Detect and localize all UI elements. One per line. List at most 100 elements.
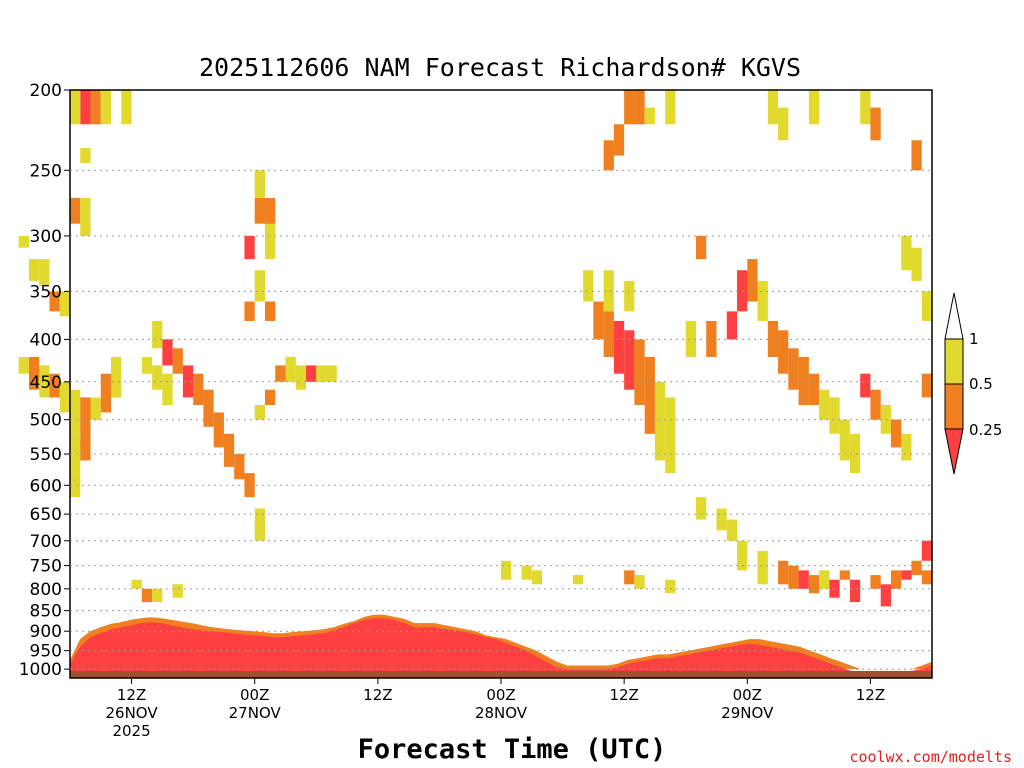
- x-tick-label: 27NOV: [229, 704, 282, 722]
- ri-cell: [644, 356, 655, 434]
- y-tick-label: 450: [30, 373, 62, 393]
- legend-swatch-above-1: [944, 292, 964, 340]
- chart-title: 2025112606 NAM Forecast Richardson# KGVS: [199, 53, 801, 82]
- y-tick-label: 700: [30, 532, 62, 552]
- y-tick-label: 300: [30, 227, 62, 247]
- ri-cell: [808, 90, 820, 125]
- ri-cell: [808, 373, 820, 406]
- x-tick-label: 12Z: [609, 686, 638, 704]
- boundary-layer-band: [70, 618, 932, 673]
- x-tick-label: 28NOV: [475, 704, 528, 722]
- ri-cell: [193, 373, 204, 406]
- ri-cell: [665, 579, 676, 594]
- ri-cell: [603, 311, 614, 357]
- y-tick-label: 900: [30, 622, 62, 642]
- ri-cell: [254, 197, 265, 224]
- ri-cell: [634, 339, 645, 406]
- ri-cell: [757, 280, 768, 321]
- y-tick-label: 200: [30, 81, 62, 101]
- y-tick-label: 600: [30, 476, 62, 496]
- ri-cell: [254, 270, 265, 302]
- y-tick-label: 950: [30, 642, 62, 662]
- ri-cell: [706, 320, 717, 357]
- ri-cell: [70, 197, 81, 224]
- x-axis-label: Forecast Time (UTC): [358, 734, 667, 765]
- ri-cell: [275, 365, 286, 382]
- x-tick-label: 00Z: [486, 686, 515, 704]
- ri-cell: [162, 373, 173, 406]
- ri-cell: [737, 540, 748, 571]
- ri-cell: [665, 90, 676, 125]
- ri-cell: [203, 389, 214, 427]
- ri-cell: [870, 389, 881, 420]
- ri-cell: [264, 389, 276, 406]
- ri-cell: [788, 348, 799, 390]
- ri-cell: [285, 356, 296, 382]
- ri-cell: [788, 565, 799, 589]
- ri-cell: [18, 356, 29, 374]
- ri-cell: [624, 280, 635, 312]
- legend-label: 1: [969, 330, 979, 348]
- ri-cell: [695, 497, 707, 520]
- ri-cell: [849, 579, 861, 603]
- ri-cell: [890, 419, 902, 448]
- ri-cell: [778, 560, 789, 585]
- ri-cell: [644, 107, 655, 125]
- ri-cell: [80, 90, 91, 125]
- ri-cell: [39, 259, 50, 287]
- y-tick-label: 500: [30, 411, 62, 431]
- ri-cell: [501, 560, 512, 580]
- ri-cell: [28, 259, 40, 281]
- ri-cell: [70, 473, 81, 498]
- credit-text: coolwx.com/modelts: [849, 748, 1012, 766]
- ri-cell: [172, 348, 183, 374]
- legend-swatch-below-0.25: [944, 428, 964, 475]
- ri-cell: [39, 365, 50, 398]
- ri-cell: [829, 397, 840, 434]
- ri-cell: [244, 473, 255, 498]
- ri-cell: [757, 550, 768, 585]
- ri-cell: [808, 575, 820, 594]
- ri-cell: [521, 565, 532, 580]
- legend-label: 0.25: [969, 421, 1002, 439]
- ri-cell: [572, 575, 584, 585]
- ri-cell: [716, 508, 727, 531]
- ri-cell: [264, 223, 276, 260]
- ri-cell: [141, 356, 153, 374]
- ri-cell: [80, 197, 91, 236]
- ri-cell: [798, 570, 809, 589]
- ri-cell: [90, 397, 101, 420]
- legend-swatch-0.25-0.5: [944, 383, 964, 430]
- ri-cell: [911, 560, 922, 576]
- ri-cell: [624, 570, 635, 585]
- ri-cell: [860, 373, 871, 398]
- ri-cell: [100, 90, 112, 125]
- ri-cell: [798, 356, 809, 406]
- ri-cell: [921, 540, 932, 561]
- ri-cell: [244, 235, 255, 260]
- ri-cell: [901, 570, 912, 580]
- ri-cell: [152, 588, 163, 603]
- ri-cell: [603, 270, 614, 312]
- ri-cell: [624, 330, 635, 390]
- ri-cell: [901, 433, 912, 461]
- ri-cell: [634, 90, 645, 125]
- ri-cell: [80, 148, 91, 164]
- ri-cell: [726, 311, 738, 340]
- ri-cell: [819, 389, 830, 420]
- ri-cell: [849, 433, 861, 474]
- ri-cell: [839, 570, 850, 580]
- ri-cell: [654, 381, 666, 461]
- ri-cell: [162, 339, 173, 366]
- ri-cell: [80, 397, 91, 448]
- ri-cell: [100, 373, 112, 413]
- y-axis: 200 250 300 350 400 450 500 550 600 650 700 750 8008…: [19, 81, 932, 680]
- x-tick-label: 29NOV: [721, 704, 774, 722]
- ri-cell: [819, 570, 830, 589]
- y-tick-label: 750: [30, 557, 62, 577]
- ri-cell: [234, 453, 245, 480]
- y-tick-label: 250: [30, 161, 62, 181]
- legend-swatch-0.5-1: [944, 338, 964, 385]
- ri-cell: [306, 365, 317, 382]
- ri-cell: [49, 291, 60, 312]
